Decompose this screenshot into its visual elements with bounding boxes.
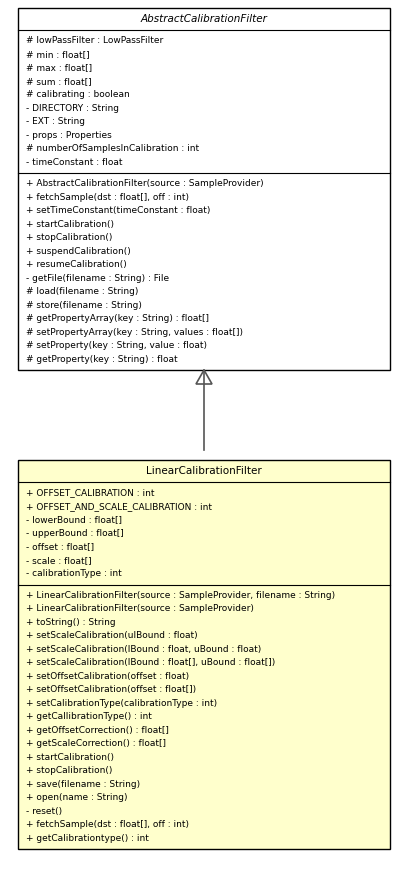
Text: # setProperty(key : String, value : float): # setProperty(key : String, value : floa… bbox=[26, 341, 207, 350]
Text: - calibrationType : int: - calibrationType : int bbox=[26, 569, 122, 578]
Text: + getCallibrationType() : int: + getCallibrationType() : int bbox=[26, 712, 152, 721]
Text: - getFile(filename : String) : File: - getFile(filename : String) : File bbox=[26, 274, 169, 282]
Text: + LinearCalibrationFilter(source : SampleProvider): + LinearCalibrationFilter(source : Sampl… bbox=[26, 604, 254, 613]
Text: + save(filename : String): + save(filename : String) bbox=[26, 780, 140, 789]
Text: + setOffsetCalibration(offset : float[]): + setOffsetCalibration(offset : float[]) bbox=[26, 685, 196, 694]
Text: + fetchSample(dst : float[], off : int): + fetchSample(dst : float[], off : int) bbox=[26, 821, 189, 830]
Text: + OFFSET_AND_SCALE_CALIBRATION : int: + OFFSET_AND_SCALE_CALIBRATION : int bbox=[26, 502, 212, 511]
Text: + AbstractCalibrationFilter(source : SampleProvider): + AbstractCalibrationFilter(source : Sam… bbox=[26, 179, 264, 188]
Text: # max : float[]: # max : float[] bbox=[26, 63, 92, 72]
Bar bbox=[18, 8, 390, 370]
Text: - props : Properties: - props : Properties bbox=[26, 131, 112, 140]
Bar bbox=[18, 460, 390, 849]
Text: + stopCalibration(): + stopCalibration() bbox=[26, 766, 112, 775]
Text: + getScaleCorrection() : float[]: + getScaleCorrection() : float[] bbox=[26, 740, 166, 748]
Text: # calibrating : boolean: # calibrating : boolean bbox=[26, 90, 130, 99]
Text: - lowerBound : float[]: - lowerBound : float[] bbox=[26, 515, 122, 524]
Text: - upperBound : float[]: - upperBound : float[] bbox=[26, 528, 124, 538]
Text: + getOffsetCorrection() : float[]: + getOffsetCorrection() : float[] bbox=[26, 726, 169, 735]
Text: + stopCalibration(): + stopCalibration() bbox=[26, 233, 112, 242]
Text: + OFFSET_CALIBRATION : int: + OFFSET_CALIBRATION : int bbox=[26, 488, 155, 497]
Text: + setScaleCalibration(ulBound : float): + setScaleCalibration(ulBound : float) bbox=[26, 631, 197, 641]
Text: + setTimeConstant(timeConstant : float): + setTimeConstant(timeConstant : float) bbox=[26, 206, 211, 216]
Text: + setScaleCalibration(lBound : float[], uBound : float[]): + setScaleCalibration(lBound : float[], … bbox=[26, 658, 275, 667]
Text: - DIRECTORY : String: - DIRECTORY : String bbox=[26, 103, 119, 113]
Text: - timeConstant : float: - timeConstant : float bbox=[26, 158, 122, 167]
Text: + setScaleCalibration(lBound : float, uBound : float): + setScaleCalibration(lBound : float, uB… bbox=[26, 645, 261, 654]
Text: LinearCalibrationFilter: LinearCalibrationFilter bbox=[146, 466, 262, 476]
Text: + open(name : String): + open(name : String) bbox=[26, 793, 127, 802]
Text: # numberOfSamplesInCalibration : int: # numberOfSamplesInCalibration : int bbox=[26, 144, 199, 153]
Text: # min : float[]: # min : float[] bbox=[26, 50, 90, 59]
Text: + resumeCalibration(): + resumeCalibration() bbox=[26, 260, 127, 269]
Text: - scale : float[]: - scale : float[] bbox=[26, 556, 92, 565]
Text: + setOffsetCalibration(offset : float): + setOffsetCalibration(offset : float) bbox=[26, 672, 189, 681]
Text: # store(filename : String): # store(filename : String) bbox=[26, 301, 142, 310]
Text: - reset(): - reset() bbox=[26, 806, 62, 816]
Text: + getCalibrationtype() : int: + getCalibrationtype() : int bbox=[26, 834, 149, 843]
Text: + LinearCalibrationFilter(source : SampleProvider, filename : String): + LinearCalibrationFilter(source : Sampl… bbox=[26, 591, 335, 600]
Text: + suspendCalibration(): + suspendCalibration() bbox=[26, 247, 131, 256]
Text: - offset : float[]: - offset : float[] bbox=[26, 543, 94, 552]
Text: + toString() : String: + toString() : String bbox=[26, 617, 115, 626]
Text: - EXT : String: - EXT : String bbox=[26, 118, 85, 127]
Text: # setPropertyArray(key : String, values : float[]): # setPropertyArray(key : String, values … bbox=[26, 328, 243, 337]
Text: + startCalibration(): + startCalibration() bbox=[26, 220, 114, 229]
Text: # load(filename : String): # load(filename : String) bbox=[26, 287, 138, 296]
Text: # getPropertyArray(key : String) : float[]: # getPropertyArray(key : String) : float… bbox=[26, 315, 209, 323]
Text: # sum : float[]: # sum : float[] bbox=[26, 77, 92, 86]
Text: + setCalibrationType(calibrationType : int): + setCalibrationType(calibrationType : i… bbox=[26, 699, 217, 707]
Text: # lowPassFilter : LowPassFilter: # lowPassFilter : LowPassFilter bbox=[26, 37, 163, 45]
Text: AbstractCalibrationFilter: AbstractCalibrationFilter bbox=[141, 14, 267, 24]
Text: # getProperty(key : String) : float: # getProperty(key : String) : float bbox=[26, 355, 177, 364]
Text: + startCalibration(): + startCalibration() bbox=[26, 753, 114, 762]
Text: + fetchSample(dst : float[], off : int): + fetchSample(dst : float[], off : int) bbox=[26, 192, 189, 201]
